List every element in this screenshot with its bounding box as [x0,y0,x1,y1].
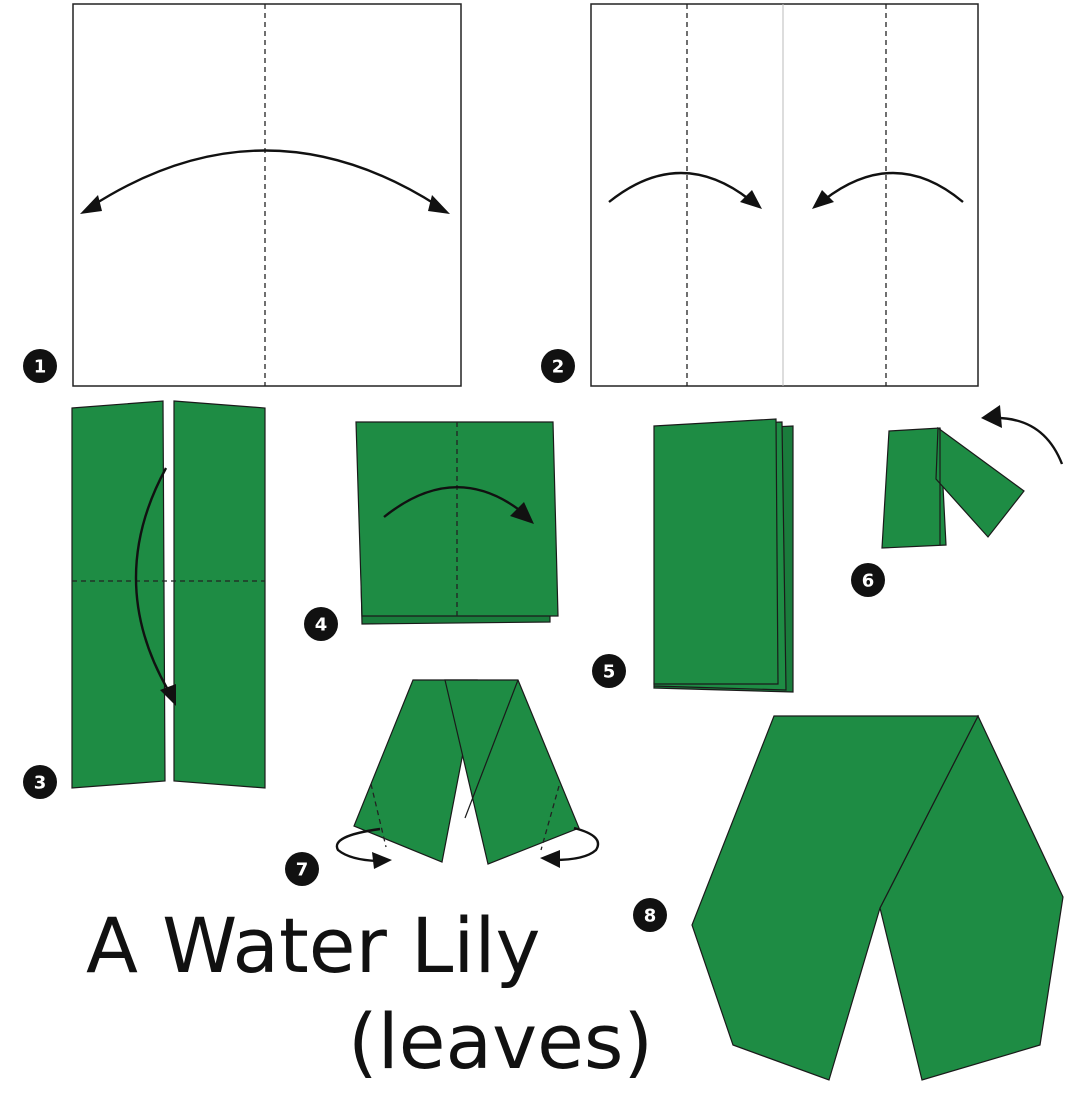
step-6-badge: 6 [851,563,885,597]
step-4-number: 4 [315,615,328,636]
step-7-right-fold-line [540,785,560,851]
step-2-badge: 2 [541,349,575,383]
step-6-curved-arrow-icon [995,416,1064,465]
step-7: 7 [285,679,600,886]
step-6-number: 6 [862,571,875,592]
step-1-arrowhead-right-icon [428,195,450,214]
step-7-fold-edge [464,679,519,819]
step-6-vertical-strip [881,427,947,549]
step-2-left-curved-arrow-icon [608,171,751,203]
step-3-number: 3 [34,773,47,794]
step-6-arrowhead-icon [981,405,1002,428]
step-7-right-arrowhead-icon [540,850,560,868]
step-3-right-panel [173,400,266,789]
step-8: 8 [633,714,1064,1081]
step-2-number: 2 [552,357,565,378]
step-3: 3 [23,400,266,799]
step-5-badge: 5 [592,654,626,688]
step-7-right-curved-arrow-icon [553,826,600,862]
step-7-right-strip [444,679,580,865]
step-7-left-arrowhead-icon [372,852,392,869]
step-8-left-leaf [691,715,979,1081]
step-5-number: 5 [603,662,616,683]
step-3-left-panel [71,400,166,789]
step-4-badge: 4 [304,607,338,641]
step-1-number: 1 [34,357,47,378]
step-7-left-fold-line [370,783,387,848]
step-2-right-curved-arrow-icon [823,171,964,203]
step-4: 4 [304,421,559,641]
title-line-2: (leaves) [348,997,653,1086]
step-5: 5 [592,418,794,693]
step-2-paper-square [590,3,979,387]
title-line-1: A Water Lily [86,901,541,990]
step-8-badge: 8 [633,898,667,932]
step-7-number: 7 [296,860,309,881]
step-2-right-arrowhead-icon [812,190,834,209]
step-6: 6 [851,405,1064,597]
step-4-curved-arrow-icon [383,486,523,518]
step-6-folded-strip [935,426,1025,538]
step-1-arrowhead-left-icon [80,195,102,214]
step-4-arrowhead-icon [510,502,534,524]
step-2: 2 [541,3,979,387]
step-1: 1 [23,3,462,387]
step-2-left-arrowhead-icon [740,190,762,209]
step-7-badge: 7 [285,852,319,886]
step-3-badge: 3 [23,765,57,799]
step-8-number: 8 [644,906,657,927]
step-4-front-layer [355,421,559,617]
step-3-curved-arrow-icon [134,467,170,691]
step-1-paper-square [72,3,462,387]
step-7-left-curved-arrow-icon [335,827,381,863]
step-3-arrowhead-icon [160,684,176,706]
step-1-curved-arrow-icon [91,149,439,208]
step-1-badge: 1 [23,349,57,383]
step-5-front-layer [653,418,779,685]
